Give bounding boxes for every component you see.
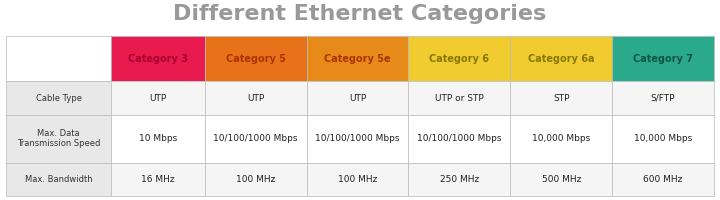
Bar bbox=[612, 36, 714, 81]
Text: Category 7: Category 7 bbox=[633, 54, 693, 64]
Bar bbox=[6, 81, 112, 115]
Bar bbox=[6, 163, 112, 196]
Bar bbox=[204, 115, 307, 163]
Bar bbox=[510, 163, 612, 196]
Bar bbox=[307, 115, 408, 163]
Text: 10/100/1000 Mbps: 10/100/1000 Mbps bbox=[417, 134, 502, 143]
Bar bbox=[408, 36, 510, 81]
Text: Category 6: Category 6 bbox=[429, 54, 490, 64]
Text: UTP or STP: UTP or STP bbox=[435, 94, 484, 103]
Text: S/FTP: S/FTP bbox=[651, 94, 675, 103]
Text: 250 MHz: 250 MHz bbox=[440, 175, 479, 184]
Bar bbox=[204, 36, 307, 81]
Bar bbox=[510, 81, 612, 115]
Text: 100 MHz: 100 MHz bbox=[338, 175, 377, 184]
Bar bbox=[112, 36, 204, 81]
Bar bbox=[612, 115, 714, 163]
Text: Max. Bandwidth: Max. Bandwidth bbox=[25, 175, 93, 184]
Text: 10,000 Mbps: 10,000 Mbps bbox=[532, 134, 590, 143]
Bar bbox=[408, 115, 510, 163]
Bar bbox=[307, 163, 408, 196]
Bar bbox=[112, 115, 204, 163]
Bar bbox=[112, 163, 204, 196]
Text: 10 Mbps: 10 Mbps bbox=[139, 134, 177, 143]
Text: Different Ethernet Categories: Different Ethernet Categories bbox=[174, 4, 546, 24]
Text: Category 5: Category 5 bbox=[225, 54, 286, 64]
Text: UTP: UTP bbox=[349, 94, 366, 103]
Text: 10/100/1000 Mbps: 10/100/1000 Mbps bbox=[213, 134, 298, 143]
Bar bbox=[112, 81, 204, 115]
Text: 10,000 Mbps: 10,000 Mbps bbox=[634, 134, 692, 143]
Text: STP: STP bbox=[553, 94, 570, 103]
Bar bbox=[510, 115, 612, 163]
Bar bbox=[307, 36, 408, 81]
Bar bbox=[6, 36, 112, 81]
Text: 10/100/1000 Mbps: 10/100/1000 Mbps bbox=[315, 134, 400, 143]
Text: Category 5e: Category 5e bbox=[324, 54, 391, 64]
Bar bbox=[612, 81, 714, 115]
Text: Category 3: Category 3 bbox=[128, 54, 188, 64]
Bar bbox=[408, 81, 510, 115]
Text: 100 MHz: 100 MHz bbox=[236, 175, 275, 184]
Bar bbox=[307, 81, 408, 115]
Text: 600 MHz: 600 MHz bbox=[644, 175, 683, 184]
Bar bbox=[510, 36, 612, 81]
Bar bbox=[408, 163, 510, 196]
Bar bbox=[6, 115, 112, 163]
Text: Max. Data
Transmission Speed: Max. Data Transmission Speed bbox=[17, 129, 100, 148]
Bar bbox=[204, 163, 307, 196]
Text: 500 MHz: 500 MHz bbox=[541, 175, 581, 184]
Text: Cable Type: Cable Type bbox=[36, 94, 81, 103]
Text: 16 MHz: 16 MHz bbox=[141, 175, 175, 184]
Bar bbox=[204, 81, 307, 115]
Text: UTP: UTP bbox=[150, 94, 167, 103]
Text: Category 6a: Category 6a bbox=[528, 54, 595, 64]
Bar bbox=[612, 163, 714, 196]
Text: UTP: UTP bbox=[247, 94, 264, 103]
